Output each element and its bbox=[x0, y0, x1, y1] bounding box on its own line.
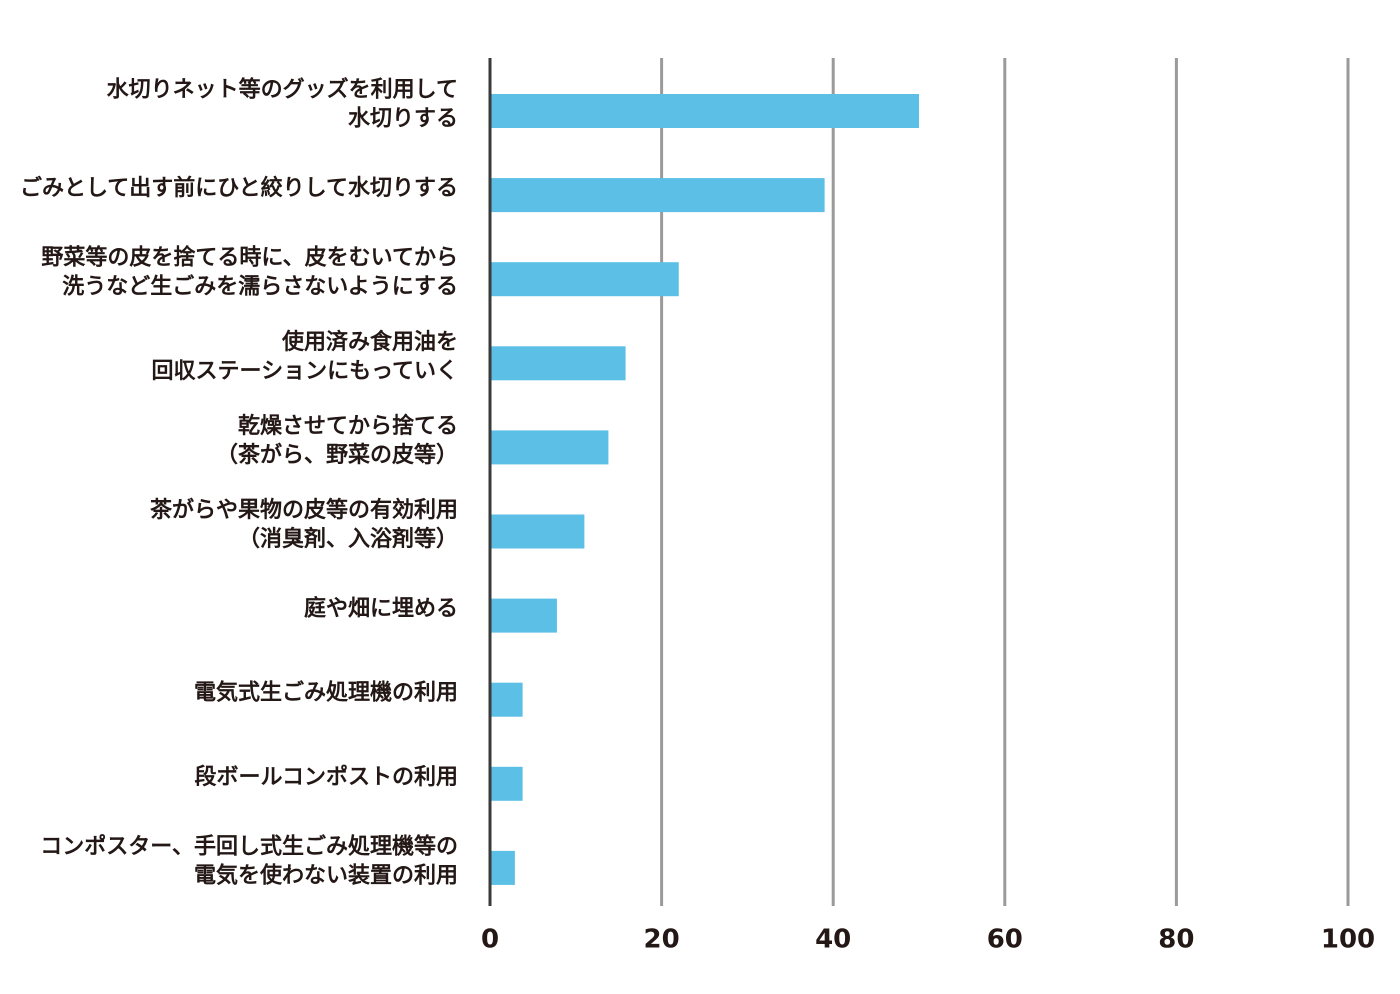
category-label-line: （消臭剤、入浴剤等） bbox=[238, 526, 458, 552]
x-tick-label-40: 40 bbox=[815, 925, 851, 955]
category-label-10: コンポスター、手回し式生ごみ処理機等の電気を使わない装置の利用 bbox=[40, 833, 458, 888]
bar-9 bbox=[490, 766, 523, 801]
category-label-line: 洗うなど生ごみを濡らさないようにする bbox=[62, 274, 458, 300]
category-label-line: 庭や畑に埋める bbox=[304, 596, 458, 622]
category-label-line: 野菜等の皮を捨てる時に、皮をむいてから bbox=[41, 245, 458, 271]
category-label-line: ごみとして出す前にひと絞りして水切りする bbox=[20, 175, 458, 201]
bar-4 bbox=[490, 346, 626, 381]
grid-layer bbox=[660, 58, 1350, 906]
x-tick-label-20: 20 bbox=[644, 925, 680, 955]
x-tick-label-80: 80 bbox=[1158, 925, 1194, 955]
category-label-2: ごみとして出す前にひと絞りして水切りする bbox=[20, 175, 458, 201]
bar-3 bbox=[490, 262, 679, 297]
bar-10 bbox=[490, 850, 515, 885]
category-label-9: 段ボールコンポストの利用 bbox=[194, 764, 458, 790]
category-label-8: 電気式生ごみ処理機の利用 bbox=[194, 680, 458, 706]
category-label-line: 段ボールコンポストの利用 bbox=[194, 764, 458, 790]
category-label-line: 水切りネット等のグッズを利用して bbox=[107, 77, 458, 103]
category-label-line: 電気を使わない装置の利用 bbox=[194, 862, 458, 888]
bar-2 bbox=[490, 178, 825, 213]
category-label-layer: 水切りネット等のグッズを利用して水切りするごみとして出す前にひと絞りして水切りす… bbox=[20, 77, 458, 889]
category-label-5: 乾燥させてから捨てる （茶がら、野菜の皮等） bbox=[216, 413, 458, 468]
category-label-line: コンポスター、手回し式生ごみ処理機等の bbox=[40, 833, 458, 859]
bar-6 bbox=[490, 514, 585, 549]
category-label-4: 使用済み食用油を回収ステーションにもっていく bbox=[152, 329, 458, 384]
bar-layer bbox=[490, 94, 919, 885]
tick-label-layer: 0 20 40 60 80 100 bbox=[481, 925, 1375, 955]
bar-5 bbox=[490, 430, 609, 465]
bar-1 bbox=[490, 94, 919, 128]
category-label-line: 水切りする bbox=[348, 107, 458, 132]
x-tick-label-100: 100 bbox=[1321, 925, 1375, 955]
category-label-7: 庭や畑に埋める bbox=[304, 596, 458, 622]
x-tick-label-0: 0 bbox=[481, 925, 499, 955]
category-label-line: 使用済み食用油を bbox=[281, 329, 458, 355]
category-label-line: （茶がら、野菜の皮等） bbox=[216, 442, 458, 468]
category-label-line: 電気式生ごみ処理機の利用 bbox=[194, 680, 458, 706]
bar-7 bbox=[490, 598, 557, 633]
category-label-line: 回収ステーションにもっていく bbox=[152, 359, 458, 384]
category-label-line: 乾燥させてから捨てる bbox=[238, 413, 458, 439]
category-label-3: 野菜等の皮を捨てる時に、皮をむいてから洗うなど生ごみを濡らさないようにする bbox=[41, 245, 458, 300]
category-label-line: 茶がらや果物の皮等の有効利用 bbox=[150, 497, 458, 523]
category-label-6: 茶がらや果物の皮等の有効利用 （消臭剤、入浴剤等） bbox=[150, 497, 458, 552]
x-tick-label-60: 60 bbox=[987, 925, 1023, 955]
category-label-1: 水切りネット等のグッズを利用して水切りする bbox=[107, 77, 458, 132]
bar-8 bbox=[490, 682, 523, 717]
